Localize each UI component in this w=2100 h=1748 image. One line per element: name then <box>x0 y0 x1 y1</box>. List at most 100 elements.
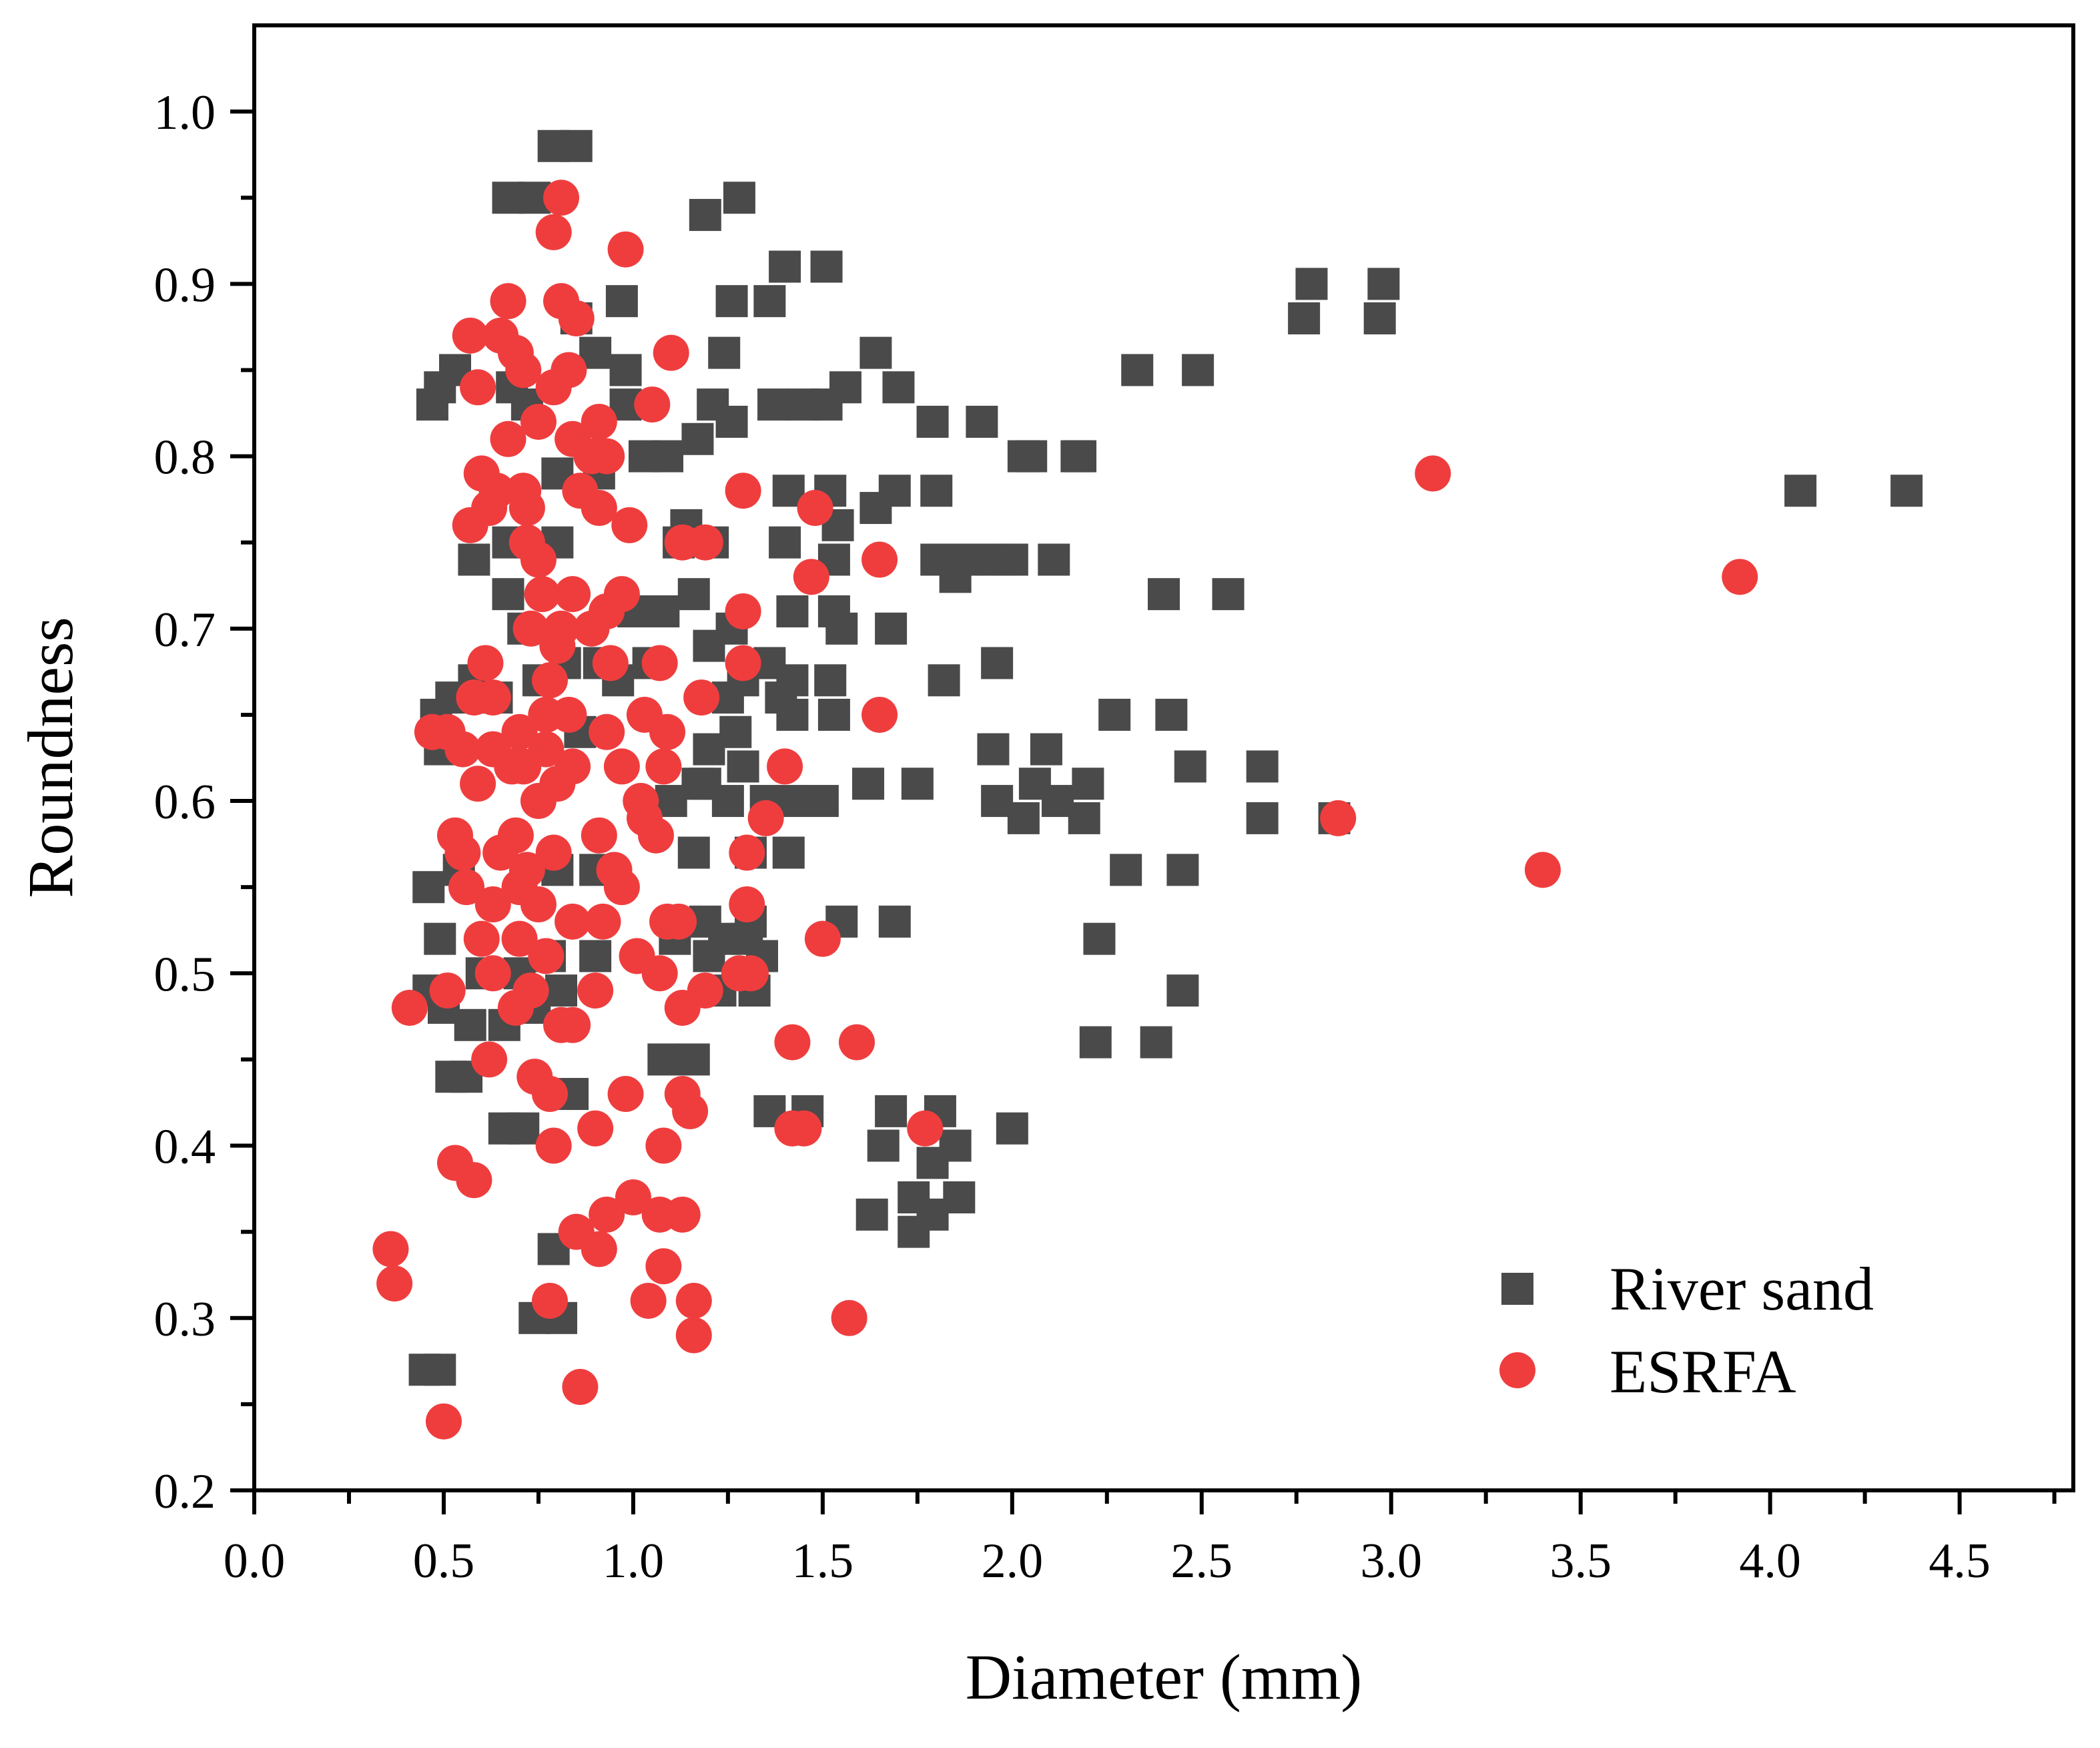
data-point-river-sand <box>875 612 908 645</box>
legend-marker-esrfa <box>1499 1352 1535 1388</box>
data-point-river-sand <box>996 1112 1028 1145</box>
data-point-river-sand <box>772 836 805 869</box>
data-point-river-sand <box>1174 750 1206 783</box>
data-point-river-sand <box>711 785 744 818</box>
data-point-river-sand <box>916 405 949 438</box>
data-point-river-sand <box>715 285 748 318</box>
data-point-river-sand <box>1890 475 1923 507</box>
data-point-esrfa <box>683 679 720 716</box>
data-point-esrfa <box>520 886 557 922</box>
data-point-river-sand <box>708 336 741 369</box>
data-point-esrfa <box>785 1110 822 1147</box>
data-point-esrfa <box>611 507 648 543</box>
data-point-river-sand <box>981 647 1014 679</box>
data-point-river-sand <box>1367 268 1400 300</box>
data-point-esrfa <box>376 1265 413 1302</box>
data-point-esrfa <box>573 438 610 475</box>
data-point-esrfa <box>838 1024 875 1061</box>
data-point-esrfa <box>641 1196 678 1233</box>
x-tick-label: 4.0 <box>1739 1534 1801 1588</box>
data-point-esrfa <box>603 748 640 785</box>
data-point-river-sand <box>727 750 759 783</box>
data-point-river-sand <box>776 664 809 697</box>
data-point-river-sand <box>560 129 593 162</box>
y-tick-label: 0.4 <box>154 1120 216 1175</box>
data-point-esrfa <box>581 1231 617 1267</box>
data-point-river-sand <box>855 1198 888 1231</box>
data-point-river-sand <box>916 1198 949 1231</box>
data-point-esrfa <box>467 645 504 681</box>
data-point-esrfa <box>456 1162 492 1199</box>
x-tick-label: 0.0 <box>224 1534 286 1588</box>
data-point-river-sand <box>545 974 578 1007</box>
data-point-river-sand <box>776 595 809 627</box>
data-point-river-sand <box>677 1043 710 1076</box>
data-point-river-sand <box>507 1112 540 1145</box>
data-point-river-sand <box>1148 578 1180 611</box>
data-point-river-sand <box>882 371 915 404</box>
data-point-esrfa <box>672 1093 709 1129</box>
y-axis-title: Roundness <box>15 617 86 898</box>
data-point-esrfa <box>725 645 761 681</box>
data-point-river-sand <box>647 595 680 627</box>
data-point-esrfa <box>508 490 545 527</box>
data-point-esrfa <box>520 403 557 440</box>
data-point-esrfa <box>661 903 697 940</box>
data-point-esrfa <box>645 748 682 785</box>
data-point-river-sand <box>829 371 861 404</box>
data-point-esrfa <box>520 541 557 578</box>
data-point-esrfa <box>501 920 538 957</box>
data-point-esrfa <box>1722 559 1758 595</box>
y-tick-label: 0.3 <box>154 1292 216 1347</box>
data-point-esrfa <box>585 903 621 940</box>
data-point-esrfa <box>494 748 531 785</box>
data-point-esrfa <box>429 972 466 1009</box>
data-point-esrfa <box>641 645 678 681</box>
data-point-river-sand <box>651 440 684 473</box>
data-point-river-sand <box>806 785 839 818</box>
data-point-esrfa <box>520 783 557 820</box>
data-point-esrfa <box>675 1282 712 1319</box>
data-point-river-sand <box>1140 1026 1172 1059</box>
data-point-river-sand <box>1363 302 1396 334</box>
data-point-esrfa <box>577 972 614 1009</box>
data-point-river-sand <box>689 199 721 232</box>
data-point-esrfa <box>626 800 663 836</box>
data-point-esrfa <box>645 1248 682 1285</box>
data-point-esrfa <box>1524 852 1561 888</box>
data-point-esrfa <box>474 679 511 716</box>
data-point-esrfa <box>725 593 761 629</box>
data-point-river-sand <box>1182 354 1214 386</box>
data-point-esrfa <box>615 1179 651 1215</box>
data-point-river-sand <box>693 940 725 972</box>
data-point-river-sand <box>757 388 790 421</box>
data-point-river-sand <box>424 922 456 955</box>
data-point-river-sand <box>1007 802 1040 834</box>
data-point-esrfa <box>581 817 617 854</box>
data-point-esrfa <box>497 989 534 1026</box>
data-point-river-sand <box>920 475 953 507</box>
data-point-esrfa <box>558 300 595 336</box>
data-point-river-sand <box>810 250 843 283</box>
data-point-river-sand <box>1060 440 1093 473</box>
data-point-esrfa <box>725 473 761 509</box>
data-point-esrfa <box>589 593 625 629</box>
data-point-esrfa <box>687 524 723 561</box>
data-point-esrfa <box>861 541 898 578</box>
data-point-river-sand <box>996 543 1028 576</box>
data-point-esrfa <box>452 507 488 543</box>
data-point-river-sand <box>1212 578 1245 611</box>
x-tick-label: 3.5 <box>1549 1534 1612 1588</box>
data-point-river-sand <box>492 578 524 611</box>
data-point-esrfa <box>512 610 549 647</box>
data-point-esrfa <box>531 1282 568 1319</box>
data-point-esrfa <box>535 1127 572 1164</box>
data-point-river-sand <box>825 612 858 645</box>
data-point-esrfa <box>490 420 527 457</box>
x-tick-label: 4.5 <box>1929 1534 1991 1588</box>
data-point-esrfa <box>535 834 572 871</box>
data-point-river-sand <box>814 664 847 697</box>
data-point-esrfa <box>524 576 561 613</box>
data-point-river-sand <box>1166 974 1199 1007</box>
data-point-esrfa <box>482 834 519 871</box>
